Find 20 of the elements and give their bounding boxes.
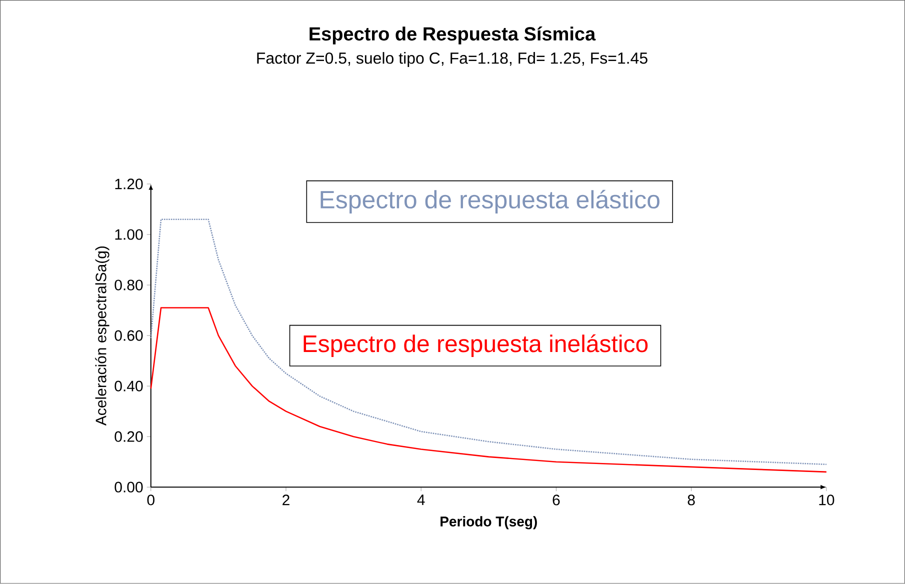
y-tick-label: 1.20 [115,178,143,190]
y-tick-label: 0.80 [114,280,143,290]
text: Espectro de respuesta inelástico [304,334,648,358]
x-tick-label: 8 [688,494,695,506]
y-tick-label: 0.60 [114,330,143,341]
line-series [150,218,828,466]
y-tick-label: 0.20 [114,431,143,442]
x-axis-title: Periodo T(seg) [440,516,537,530]
y-tick-label: 0.40 [114,380,143,392]
x-tick-label: 0 [147,494,154,506]
y-axis-title: Aceleración espectralSa(g) [95,246,110,426]
x-tick-label: 6 [552,494,560,506]
chart-subtitle: Factor Z=0.5, suelo tipo C, Fa=1.18, Fd= 1.25, Fs=1.45 [257,52,648,68]
x-tick-label: 10 [819,494,834,506]
y-tick-label: 0.00 [114,482,143,493]
x-tick-label: 2 [282,494,290,506]
text: Espectro de respuesta elástico [320,190,660,214]
y-tick-label: 1.00 [115,229,143,240]
chart-title: Espectro de Respuesta Sísmica [310,26,596,44]
x-tick-label: 4 [417,494,425,506]
